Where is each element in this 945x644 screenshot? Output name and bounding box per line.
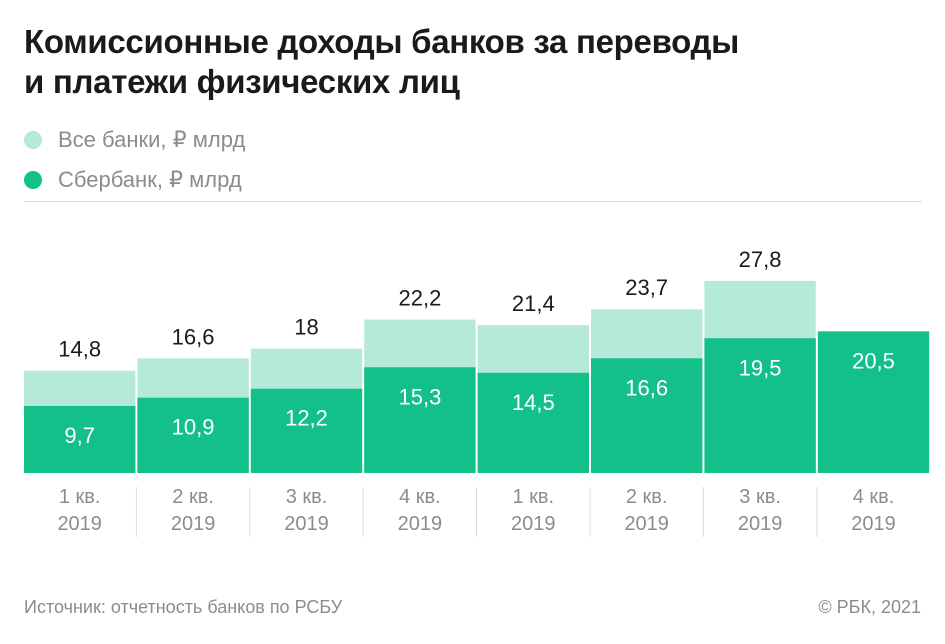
x-tick-year-4: 2019 xyxy=(398,513,443,535)
x-tick-year-5: 2019 xyxy=(511,513,556,535)
bar-sberbank-8 xyxy=(817,331,930,473)
data-label-all-banks-6: 23,7 xyxy=(625,275,668,300)
x-tick-quarter-4: 4 кв. xyxy=(399,486,441,508)
data-label-all-banks-1: 14,8 xyxy=(58,337,101,362)
source-note: Источник: отчетность банков по РСБУ xyxy=(24,597,343,617)
x-tick-quarter-5: 1 кв. xyxy=(512,486,554,508)
legend-item-all-banks: Все банки, ₽ млрд xyxy=(24,120,245,160)
legend-label-sberbank: Сбербанк, ₽ млрд xyxy=(58,167,242,192)
data-label-sberbank-5: 14,5 xyxy=(512,390,555,415)
x-tick-year-6: 2019 xyxy=(624,513,669,535)
chart-title-line-2: и платежи физических лиц xyxy=(24,63,460,100)
data-label-all-banks-7: 27,8 xyxy=(739,247,782,272)
chart-title-line-1: Комиссионные доходы банков за переводы xyxy=(24,23,740,60)
bar-sberbank-6 xyxy=(591,358,703,473)
legend-swatch-all-banks xyxy=(24,131,42,149)
x-tick-year-3: 2019 xyxy=(284,513,329,535)
bar-sberbank-3 xyxy=(250,388,363,473)
legend-item-sberbank: Сбербанк, ₽ млрд xyxy=(24,160,245,200)
legend-divider xyxy=(24,201,922,202)
copyright-note: © РБК, 2021 xyxy=(818,597,921,617)
data-label-sberbank-4: 15,3 xyxy=(398,384,441,409)
bar-sberbank-5 xyxy=(477,372,589,473)
data-label-sberbank-8: 20,5 xyxy=(852,348,895,373)
legend: Все банки, ₽ млрд Сбербанк, ₽ млрд xyxy=(24,120,245,200)
data-label-sberbank-6: 16,6 xyxy=(625,375,668,400)
data-label-sberbank-7: 19,5 xyxy=(739,355,782,380)
bar-sberbank-7 xyxy=(704,338,816,473)
data-label-sberbank-3: 12,2 xyxy=(285,406,328,431)
data-label-all-banks-2: 16,6 xyxy=(172,324,215,349)
bar-sberbank-2 xyxy=(137,397,249,473)
x-tick-quarter-3: 3 кв. xyxy=(286,486,328,508)
x-tick-year-8: 2019 xyxy=(851,513,896,535)
x-tick-year-2: 2019 xyxy=(171,513,216,535)
legend-swatch-sberbank xyxy=(24,171,42,189)
x-tick-year-7: 2019 xyxy=(738,513,783,535)
x-tick-quarter-6: 2 кв. xyxy=(626,486,668,508)
data-label-all-banks-4: 22,2 xyxy=(398,286,441,311)
legend-label-all-banks: Все банки, ₽ млрд xyxy=(58,127,246,152)
chart-title: Комиссионные доходы банков за переводы и… xyxy=(24,22,904,102)
x-tick-quarter-8: 4 кв. xyxy=(853,486,895,508)
x-tick-quarter-2: 2 кв. xyxy=(172,486,214,508)
data-label-all-banks-3: 18 xyxy=(294,315,318,340)
bar-sberbank-4 xyxy=(364,367,476,473)
x-tick-quarter-7: 3 кв. xyxy=(739,486,781,508)
x-tick-quarter-1: 1 кв. xyxy=(59,486,101,508)
data-label-sberbank-2: 10,9 xyxy=(172,415,215,440)
data-label-sberbank-1: 9,7 xyxy=(64,423,95,448)
x-tick-year-1: 2019 xyxy=(57,513,102,535)
data-label-all-banks-5: 21,4 xyxy=(512,291,555,316)
bar-sberbank-1 xyxy=(24,405,136,473)
